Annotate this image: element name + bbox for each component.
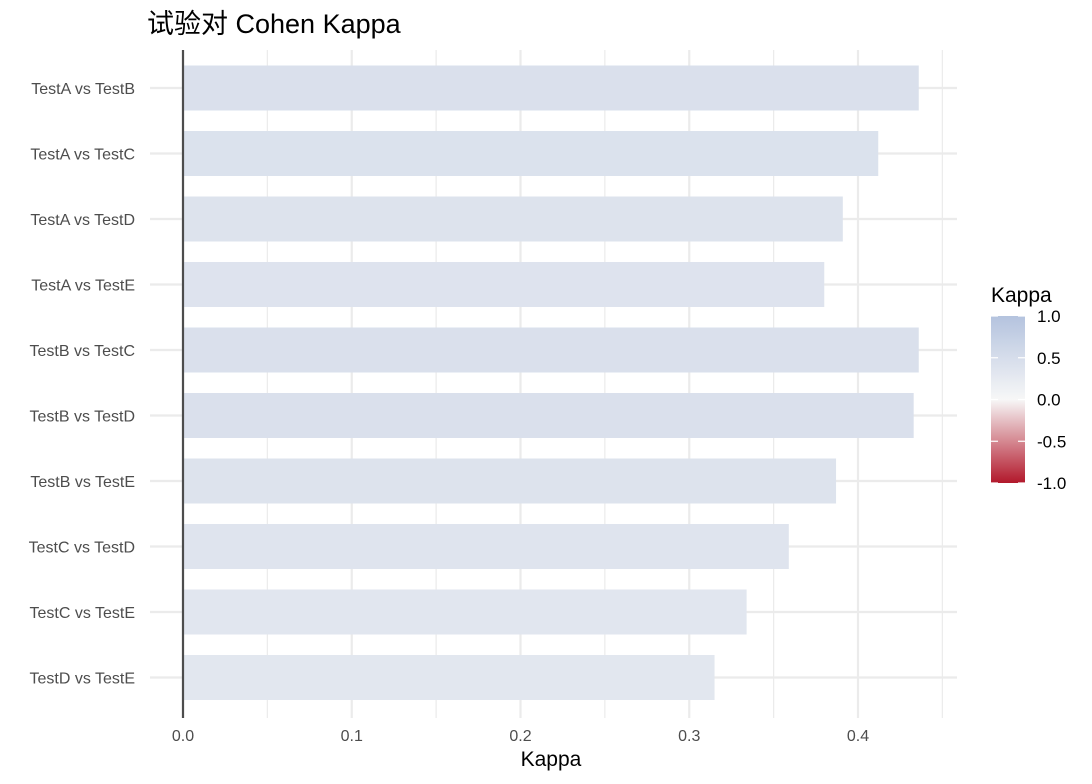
legend-label: -0.5 [1037,432,1066,451]
bar [183,131,879,176]
x-tick-label: 0.1 [341,728,363,745]
legend-label: 1.0 [1037,307,1061,326]
y-tick-label: TestD vs TestE [29,671,135,688]
bar [183,524,789,569]
bar [183,393,914,438]
bar [183,262,825,307]
x-tick-label: 0.0 [172,728,194,745]
x-axis-labels: 0.0 0.1 0.2 0.3 0.4 [172,728,869,745]
bar [183,655,715,700]
bars [183,65,919,700]
colorbar-ticks: 1.0 0.5 0.0 -0.5 -1.0 [991,307,1066,493]
y-axis-labels: TestA vs TestB TestA vs TestC TestA vs Tes… [29,81,135,688]
y-tick-label: TestA vs TestC [30,147,135,164]
x-tick-label: 0.2 [509,728,531,745]
bar [183,589,747,635]
legend-label: 0.5 [1037,349,1061,368]
legend-title: Kappa [991,284,1052,307]
legend-label: -1.0 [1037,474,1066,493]
chart-title: 试验对 Cohen Kappa [147,9,402,39]
bar [183,65,919,111]
y-tick-label: TestC vs TestE [29,605,135,622]
bar [183,196,843,242]
colorbar-legend: Kappa 1.0 0.5 0.0 -0.5 -1.0 [991,284,1066,493]
x-axis-title: Kappa [521,748,582,771]
legend-label: 0.0 [1037,391,1061,410]
y-tick-label: TestB vs TestD [29,409,135,426]
y-tick-label: TestA vs TestD [30,212,135,229]
bar [183,327,919,373]
y-tick-label: TestC vs TestD [29,540,135,557]
y-tick-label: TestA vs TestB [31,81,135,98]
y-tick-label: TestB vs TestC [29,343,135,360]
y-tick-label: TestA vs TestE [31,278,135,295]
x-tick-label: 0.4 [847,728,869,745]
y-tick-label: TestB vs TestE [30,474,135,491]
x-tick-label: 0.3 [678,728,700,745]
bar [183,458,837,504]
